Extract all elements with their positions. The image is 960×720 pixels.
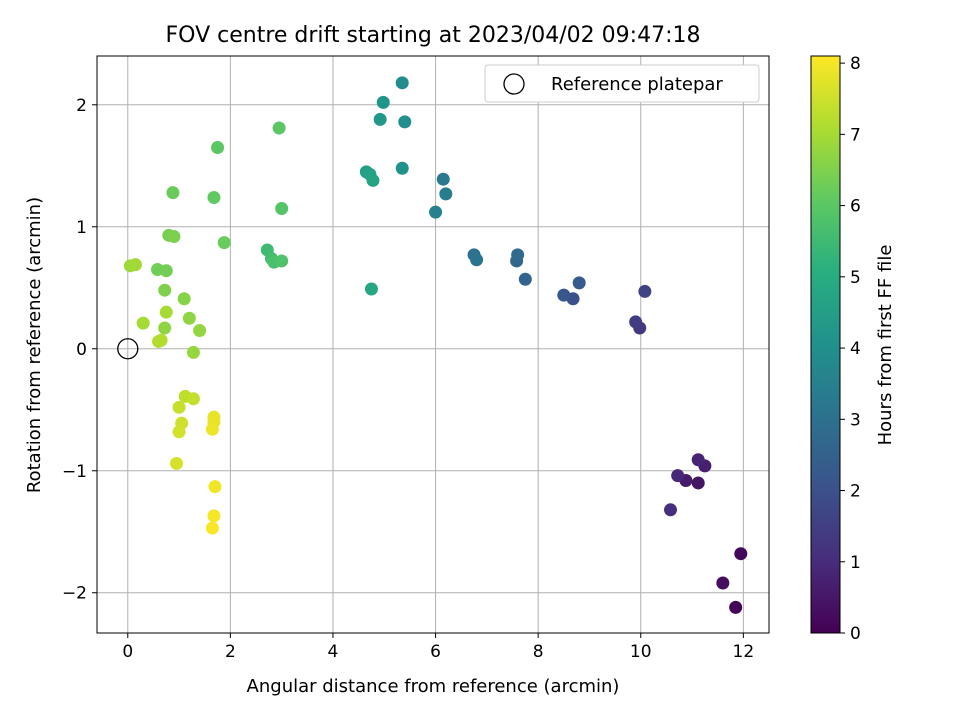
colorbar-tick-label: 7: [850, 125, 861, 145]
y-axis-label: Rotation from reference (arcmin): [24, 197, 45, 493]
data-points: [117, 76, 748, 614]
data-point: [366, 173, 380, 187]
x-axis-ticks: 0 2 4 6 8 10 12: [122, 633, 754, 662]
data-point: [186, 345, 200, 359]
data-point: [734, 547, 748, 561]
colorbar-tick-label: 8: [850, 54, 861, 74]
x-tick-label: 6: [430, 642, 441, 662]
data-point: [398, 115, 412, 129]
data-point: [272, 121, 286, 135]
data-point: [518, 272, 532, 286]
data-point: [470, 253, 484, 267]
data-point: [557, 288, 571, 302]
data-point: [691, 453, 705, 467]
data-point: [376, 95, 390, 109]
colorbar-tick-label: 5: [850, 268, 861, 288]
data-point: [193, 323, 207, 337]
data-point: [128, 258, 142, 272]
legend-marker-circle: [503, 73, 525, 95]
y-tick-label: −2: [62, 584, 87, 604]
data-point: [170, 456, 184, 470]
data-point: [439, 187, 453, 201]
x-axis-label: Angular distance from reference (arcmin): [247, 676, 620, 697]
data-point: [572, 276, 586, 290]
grid-lines: [97, 56, 769, 633]
legend-label: Reference platepar: [551, 74, 723, 95]
data-point: [395, 161, 409, 175]
legend-box: [484, 64, 760, 103]
data-point: [275, 254, 289, 268]
data-point: [373, 112, 387, 126]
data-point: [364, 282, 378, 296]
data-point: [205, 521, 219, 535]
data-point: [436, 172, 450, 186]
colorbar-tick-label: 0: [850, 624, 861, 644]
data-point: [182, 311, 196, 325]
x-tick-label: 4: [328, 642, 339, 662]
y-tick-label: −1: [62, 462, 87, 482]
y-tick-label: 2: [76, 96, 87, 116]
data-point: [638, 284, 652, 298]
data-point: [217, 236, 231, 250]
y-axis-ticks: −2 −1 0 1 2: [62, 96, 97, 604]
data-point: [511, 248, 525, 262]
colorbar-frame: [810, 55, 841, 634]
x-tick-label: 10: [630, 642, 652, 662]
data-point: [207, 509, 221, 523]
data-point: [166, 186, 180, 200]
colorbar: 0 1 2 3 4 5 6 7 8 Hours from first FF file: [810, 54, 896, 644]
data-point: [629, 315, 643, 329]
data-point: [159, 264, 173, 278]
legend: Reference platepar: [484, 64, 760, 103]
colorbar-tick-label: 6: [850, 197, 861, 217]
data-point: [167, 230, 181, 244]
reference-platepar-marker: [117, 338, 139, 360]
data-point: [186, 392, 200, 406]
data-point: [671, 469, 685, 483]
colorbar-tick-label: 2: [850, 482, 861, 502]
x-tick-label: 8: [533, 642, 544, 662]
colorbar-label: Hours from first FF file: [875, 245, 896, 446]
data-point: [158, 283, 172, 297]
data-point: [208, 480, 222, 494]
colorbar-gradient: [811, 56, 840, 633]
x-tick-label: 2: [225, 642, 236, 662]
colorbar-ticks: 0 1 2 3 4 5 6 7 8: [840, 54, 861, 644]
data-point: [177, 292, 191, 306]
data-point: [207, 191, 221, 205]
data-point: [205, 422, 219, 436]
x-tick-label: 12: [733, 642, 755, 662]
data-point: [275, 201, 289, 215]
data-point: [136, 316, 150, 330]
data-point: [211, 140, 225, 154]
colorbar-tick-label: 1: [850, 553, 861, 573]
y-tick-label: 0: [76, 340, 87, 360]
data-point: [159, 305, 173, 319]
data-point: [691, 476, 705, 490]
data-point: [172, 425, 186, 439]
plot-area-frame: [96, 55, 770, 634]
colorbar-tick-label: 4: [850, 339, 861, 359]
data-point: [395, 76, 409, 90]
data-point: [729, 600, 743, 614]
x-tick-label: 0: [122, 642, 133, 662]
data-point: [664, 503, 678, 517]
data-point: [172, 400, 186, 414]
data-point: [716, 576, 730, 590]
data-point: [158, 321, 172, 335]
data-point: [429, 205, 443, 219]
data-point: [154, 333, 168, 347]
y-tick-label: 1: [76, 218, 87, 238]
chart-title: FOV centre drift starting at 2023/04/02 …: [166, 23, 701, 48]
colorbar-tick-label: 3: [850, 410, 861, 430]
